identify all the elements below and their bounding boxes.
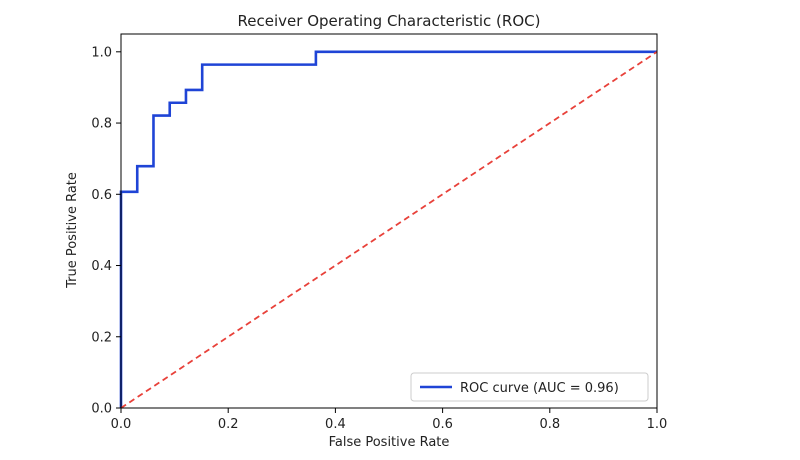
plot-area (119, 33, 658, 409)
legend-label-roc-curve: ROC curve (AUC = 0.96) (460, 381, 619, 396)
plot-frame (120, 33, 658, 409)
y-tick-label: 0.4 (91, 259, 112, 274)
y-axis-label: True Positive Rate (65, 172, 80, 289)
roc-curve-line (119, 50, 657, 408)
x-axis-label: False Positive Rate (329, 435, 450, 450)
y-tick-label: 0.8 (91, 117, 112, 132)
x-tick-label: 0.4 (325, 417, 346, 432)
y-tick-label: 1.0 (91, 45, 112, 60)
x-tick-label: 0.6 (432, 417, 453, 432)
y-axis: 0.0 0.2 0.4 0.6 0.8 1.0 (91, 45, 121, 417)
chart-title: Receiver Operating Characteristic (ROC) (238, 12, 541, 30)
legend: ROC curve (AUC = 0.96) (410, 372, 649, 402)
x-tick-label: 0.0 (111, 417, 132, 432)
x-axis: 0.0 0.2 0.4 0.6 0.8 1.0 (111, 408, 668, 432)
x-tick-label: 0.8 (539, 417, 560, 432)
y-tick-label: 0.0 (91, 402, 112, 417)
y-tick-label: 0.6 (91, 188, 112, 203)
chance-diagonal-line (120, 51, 658, 409)
x-tick-label: 1.0 (647, 417, 668, 432)
y-tick-label: 0.2 (91, 330, 112, 345)
legend-box (410, 372, 649, 402)
x-tick-label: 0.2 (218, 417, 239, 432)
